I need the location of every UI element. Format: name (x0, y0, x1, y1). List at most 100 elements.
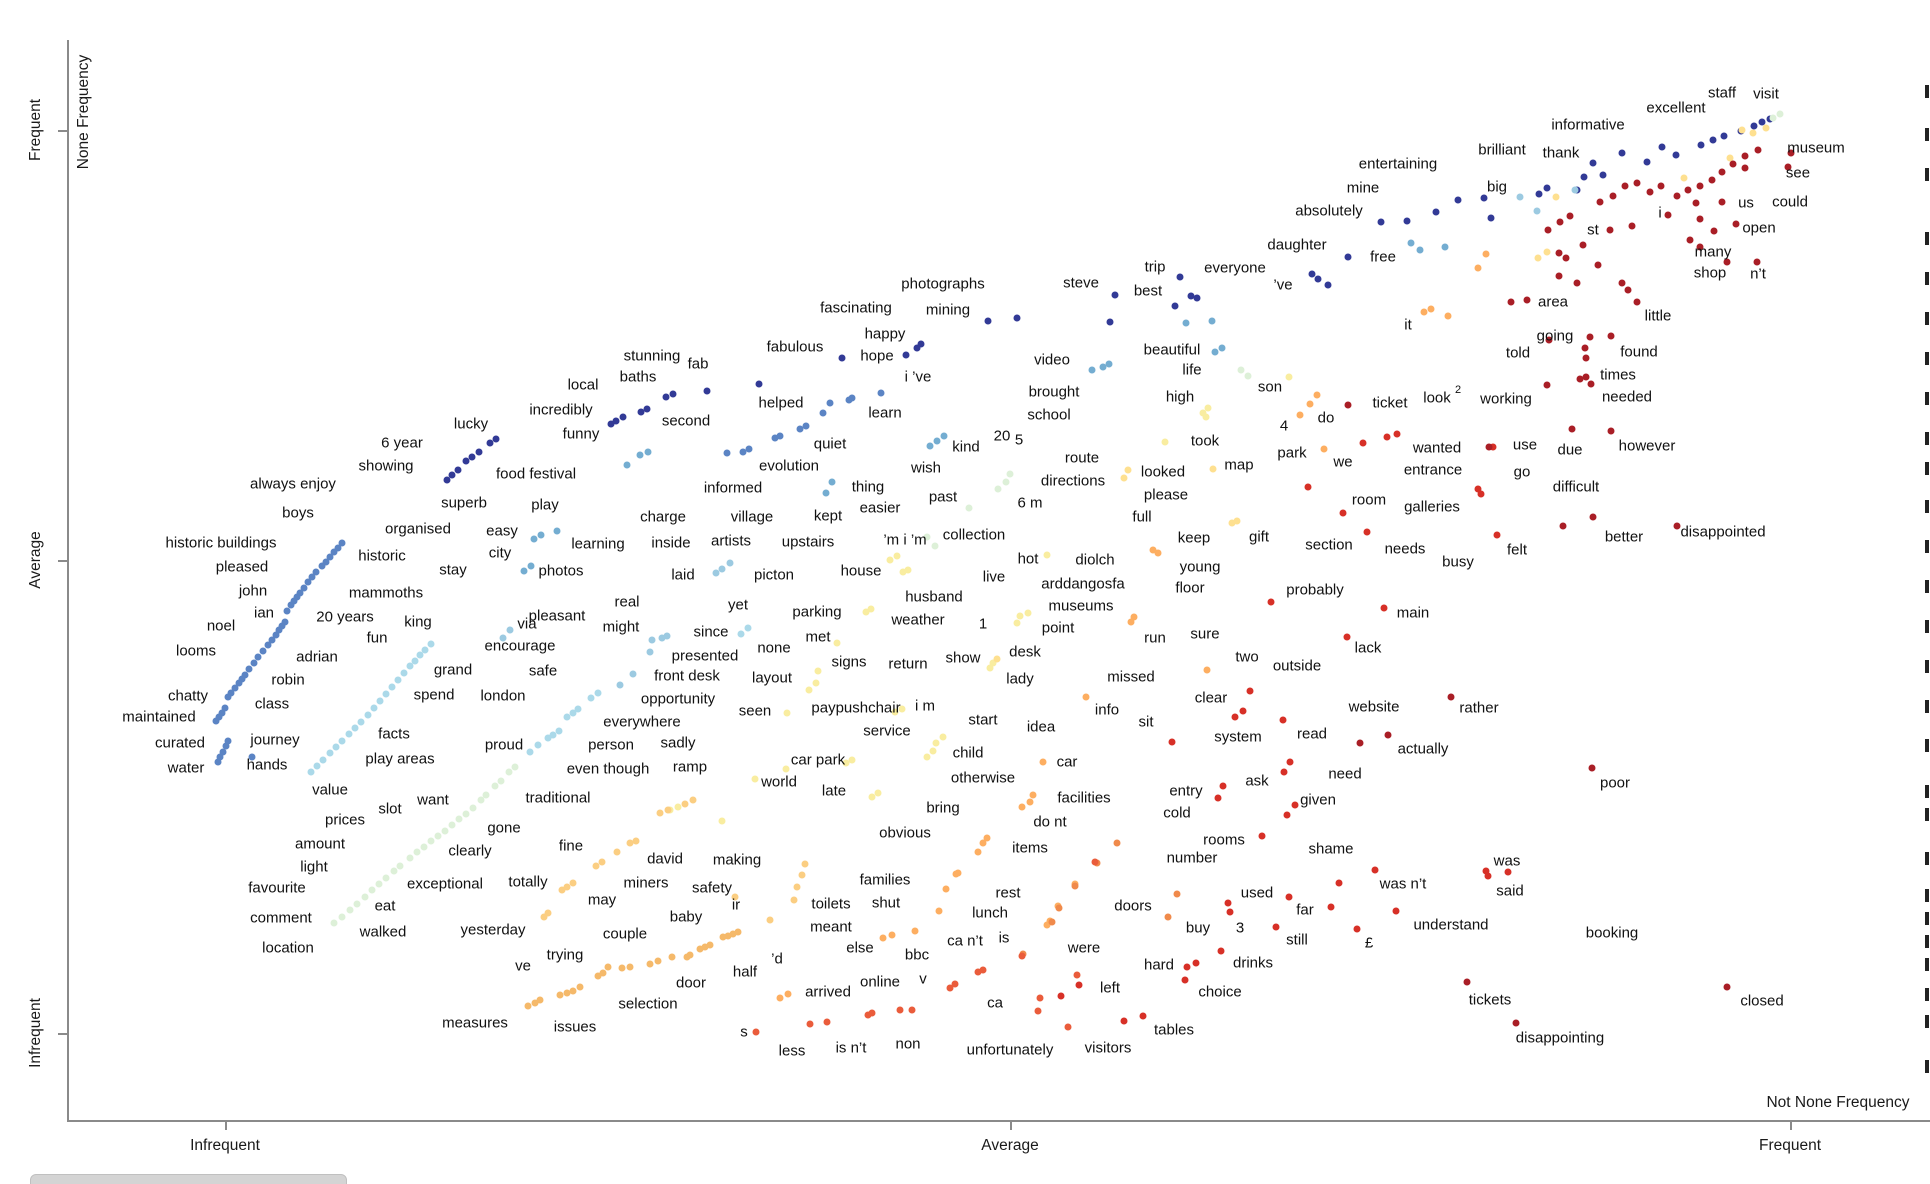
word-label[interactable]: play areas (365, 750, 435, 768)
word-label[interactable]: thing (851, 478, 885, 496)
word-label[interactable]: chatty (167, 687, 209, 705)
word-label[interactable]: opportunity (640, 690, 716, 708)
word-label[interactable]: fab (687, 355, 709, 373)
word-label[interactable]: slot (378, 800, 402, 818)
word-label[interactable]: robin (271, 671, 305, 689)
word-label[interactable]: 6 m (1017, 494, 1043, 512)
word-label[interactable]: show (945, 649, 981, 667)
word-label[interactable]: high (1165, 388, 1195, 406)
word-label[interactable]: prices (324, 811, 366, 829)
word-label[interactable]: said (1496, 882, 1524, 900)
word-label[interactable]: actually (1397, 740, 1449, 758)
word-label[interactable]: inside (651, 534, 691, 552)
word-label[interactable]: booking (1585, 924, 1639, 942)
word-label[interactable]: bring (926, 799, 960, 817)
word-label[interactable]: section (1305, 536, 1353, 554)
word-label[interactable]: fabulous (766, 338, 824, 356)
word-label[interactable]: cold (1163, 804, 1191, 822)
word-label[interactable]: pleasant (528, 607, 586, 625)
word-label[interactable]: food festival (495, 465, 577, 483)
word-label[interactable]: still (1286, 931, 1308, 949)
word-label[interactable]: since (693, 623, 729, 641)
word-label[interactable]: entry (1169, 782, 1203, 800)
word-label[interactable]: favourite (248, 879, 306, 897)
word-label[interactable]: proud (484, 736, 524, 754)
word-label[interactable]: boys (282, 504, 314, 522)
word-label[interactable]: going (1536, 327, 1574, 345)
word-label[interactable]: best (1133, 282, 1163, 300)
word-label[interactable]: seen (738, 702, 772, 720)
word-label[interactable]: us (1738, 194, 1754, 212)
word-label[interactable]: outside (1272, 657, 1322, 675)
word-label[interactable]: tables (1153, 1021, 1195, 1039)
word-label[interactable]: 20 years (316, 608, 374, 626)
word-label[interactable]: journey (250, 731, 300, 749)
word-label[interactable]: use (1512, 436, 1538, 454)
word-label[interactable]: times (1600, 366, 1636, 384)
word-label[interactable]: non (895, 1035, 921, 1053)
word-label[interactable]: easier (859, 499, 901, 517)
word-label[interactable]: main (1396, 604, 1430, 622)
word-label[interactable]: felt (1506, 541, 1528, 559)
word-label[interactable]: gift (1248, 528, 1270, 546)
word-label[interactable]: i ’ve (904, 368, 932, 386)
word-label[interactable]: open (1742, 219, 1776, 237)
word-label[interactable]: keep (1177, 529, 1211, 547)
word-label[interactable]: clear (1194, 689, 1228, 707)
word-label[interactable]: kind (952, 438, 980, 456)
word-label[interactable]: parking (792, 603, 842, 621)
word-label[interactable]: entertaining (1358, 155, 1438, 173)
word-label[interactable]: rooms (1203, 831, 1245, 849)
word-label[interactable]: evolution (758, 457, 820, 475)
word-label[interactable]: museums (1048, 597, 1114, 615)
word-label[interactable]: working (1480, 390, 1532, 408)
word-label[interactable]: missed (1107, 668, 1155, 686)
word-label[interactable]: online (859, 973, 901, 991)
word-label[interactable]: floor (1175, 579, 1205, 597)
word-label[interactable]: steve (1063, 274, 1099, 292)
word-label[interactable]: 2 (1454, 384, 1462, 396)
word-label[interactable]: water (167, 759, 205, 777)
word-label[interactable]: info (1094, 701, 1120, 719)
word-label[interactable]: better (1604, 528, 1644, 546)
word-label[interactable]: baths (619, 368, 657, 386)
word-label[interactable]: excellent (1646, 99, 1706, 117)
word-label[interactable]: video (1034, 351, 1070, 369)
word-label[interactable]: map (1224, 456, 1254, 474)
word-label[interactable]: sit (1138, 713, 1154, 731)
word-label[interactable]: photographs (901, 275, 985, 293)
word-label[interactable]: looms (175, 642, 217, 660)
word-label[interactable]: shop (1693, 264, 1727, 282)
word-label[interactable]: tickets (1468, 991, 1512, 1009)
word-label[interactable]: 3 (1235, 919, 1245, 937)
word-label[interactable]: grand (433, 661, 473, 679)
word-label[interactable]: n’t (1750, 265, 1766, 283)
word-label[interactable]: galleries (1404, 498, 1460, 516)
word-label[interactable]: unfortunately (966, 1041, 1054, 1059)
word-label[interactable]: difficult (1552, 478, 1600, 496)
word-label[interactable]: start (968, 711, 998, 729)
word-label[interactable]: ’ve (1273, 276, 1293, 294)
word-label[interactable]: room (1351, 491, 1387, 509)
word-label[interactable]: real (614, 593, 640, 611)
word-label[interactable]: rest (995, 884, 1021, 902)
word-label[interactable]: see (1785, 164, 1811, 182)
word-label[interactable]: visitors (1084, 1039, 1132, 1057)
word-label[interactable]: walked (359, 923, 407, 941)
word-label[interactable]: informative (1551, 116, 1625, 134)
word-label[interactable]: visit (1753, 85, 1779, 103)
word-label[interactable]: adrian (296, 648, 338, 666)
word-label[interactable]: doors (1114, 897, 1152, 915)
word-label[interactable]: please (1143, 486, 1189, 504)
word-label[interactable]: quiet (813, 435, 847, 453)
word-label[interactable]: go (1513, 463, 1531, 481)
word-label[interactable]: ’d (771, 950, 783, 968)
word-label[interactable]: presented (671, 647, 739, 665)
word-label[interactable]: mining (925, 301, 971, 319)
word-label[interactable]: world (761, 773, 797, 791)
word-label[interactable]: fun (366, 629, 388, 647)
word-label[interactable]: point (1041, 619, 1075, 637)
word-label[interactable]: probably (1286, 581, 1344, 599)
word-label[interactable]: amount (294, 835, 346, 853)
word-label[interactable]: route (1064, 449, 1100, 467)
